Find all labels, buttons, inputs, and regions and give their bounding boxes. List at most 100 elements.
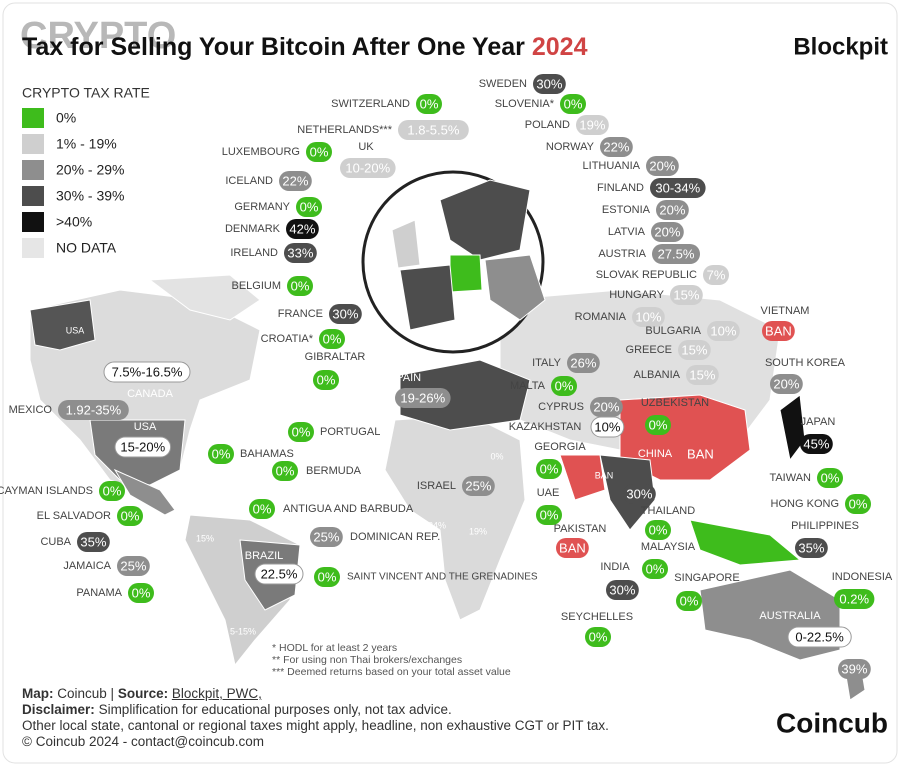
rate-label: 0% bbox=[646, 561, 665, 576]
country-name: CUBA bbox=[40, 536, 71, 548]
rate-label: BAN bbox=[559, 540, 586, 555]
rate-badge bbox=[652, 244, 700, 264]
rate-label: BAN bbox=[765, 323, 792, 338]
country-name: AUSTRIA bbox=[598, 248, 646, 260]
country-name: INDONESIA bbox=[832, 571, 893, 583]
footer: Map: Coincub | Source: Blockpit, PWC, Di… bbox=[22, 686, 609, 750]
rate-badge bbox=[650, 178, 706, 198]
rate-badge bbox=[684, 444, 717, 464]
rate-badge bbox=[314, 567, 340, 587]
country-name: KAZAKHSTAN bbox=[509, 421, 582, 433]
rate-badge bbox=[398, 120, 469, 140]
rate-label: 0% bbox=[649, 522, 668, 537]
rate-label: 10% bbox=[635, 309, 661, 324]
legend-label: 30% - 39% bbox=[56, 188, 124, 204]
map-label: 5-15% bbox=[230, 626, 256, 636]
map-label: 15% bbox=[196, 533, 214, 543]
rate-badge bbox=[676, 591, 702, 611]
map-label: 19% bbox=[469, 526, 487, 536]
rate-label: BAN bbox=[687, 446, 714, 461]
country-name: ICELAND bbox=[225, 175, 273, 187]
country-name: INDIA bbox=[600, 561, 630, 573]
country-name: CHINA bbox=[638, 448, 673, 460]
rate-badge bbox=[306, 142, 332, 162]
country-name: ROMANIA bbox=[575, 311, 627, 323]
rate-badge bbox=[606, 580, 639, 600]
rate-label: 10% bbox=[594, 419, 620, 434]
rate-label: 0% bbox=[323, 331, 342, 346]
footnote: *** Deemed returns based on your total a… bbox=[272, 666, 511, 678]
rate-label: 39% bbox=[841, 661, 867, 676]
country-name: DOMINICAN REP. bbox=[350, 531, 440, 543]
map-label: 24% bbox=[428, 520, 446, 530]
rate-badge bbox=[645, 415, 671, 435]
country-name: SOUTH KOREA bbox=[765, 357, 846, 369]
footer-line: © Coincub 2024 - contact@coincub.com bbox=[22, 734, 265, 749]
country-name: SAINT VINCENT AND THE GRENADINES bbox=[347, 572, 538, 583]
legend-label: 1% - 19% bbox=[56, 136, 117, 152]
rate-label: 20% bbox=[654, 224, 680, 239]
footnote: * HODL for at least 2 years bbox=[272, 642, 397, 654]
rate-badge bbox=[533, 74, 566, 94]
rate-badge bbox=[762, 321, 795, 341]
country-name: SINGAPORE bbox=[674, 572, 739, 584]
rate-label: 0% bbox=[540, 507, 559, 522]
country-name: SWITZERLAND bbox=[331, 98, 410, 110]
legend-title: CRYPTO TAX RATE bbox=[22, 85, 150, 101]
country-name: JAPAN bbox=[801, 416, 836, 428]
country-name: HUNGARY bbox=[609, 289, 664, 301]
rate-label: 0% bbox=[212, 446, 231, 461]
country-name: BRAZIL bbox=[245, 550, 284, 562]
rate-label: 42% bbox=[289, 221, 315, 236]
map-label: USA bbox=[66, 325, 85, 335]
rate-badge bbox=[208, 444, 234, 464]
rate-label: 0% bbox=[821, 470, 840, 485]
label: Disclaimer: bbox=[22, 702, 95, 717]
country-name: PHILIPPINES bbox=[791, 520, 859, 532]
label: Map: bbox=[22, 686, 54, 701]
rate-label: 0% bbox=[540, 461, 559, 476]
text: Coincub bbox=[57, 686, 107, 701]
label: Source: bbox=[117, 686, 169, 701]
link[interactable]: Blockpit, PWC, bbox=[171, 686, 262, 701]
legend-swatch bbox=[22, 186, 44, 206]
rate-badge bbox=[536, 505, 562, 525]
country-name: PANAMA bbox=[76, 587, 122, 599]
rate-badge bbox=[623, 484, 656, 504]
legend-swatch bbox=[22, 212, 44, 232]
rate-badge bbox=[600, 137, 633, 157]
rate-label: 0% bbox=[253, 501, 272, 516]
country-name: CROATIA* bbox=[261, 333, 314, 345]
rate-label: 0% bbox=[276, 463, 295, 478]
rate-label: 0% bbox=[318, 569, 337, 584]
legend: 0% 1% - 19% 20% - 29% 30% - 39% >40% NO DATA bbox=[22, 108, 124, 258]
rate-label: 30% bbox=[332, 306, 358, 321]
country-name: UAE bbox=[537, 487, 560, 499]
rate-badge bbox=[114, 436, 172, 458]
legend-label: NO DATA bbox=[56, 240, 117, 256]
country-name: HONG KONG bbox=[771, 498, 839, 510]
country-name: BAHAMAS bbox=[240, 448, 294, 460]
country-name: USA bbox=[134, 421, 157, 433]
text: Simplification for educational purposes … bbox=[98, 702, 452, 717]
rate-label: 15% bbox=[673, 287, 699, 302]
rate-label: 20% bbox=[593, 399, 619, 414]
rate-badge bbox=[128, 583, 154, 603]
rate-badge bbox=[670, 285, 703, 305]
country-name: SPAIN bbox=[389, 372, 421, 384]
legend-swatch bbox=[22, 160, 44, 180]
rate-badge bbox=[310, 527, 343, 547]
country-name: MEXICO bbox=[9, 404, 53, 416]
rate-badge bbox=[632, 307, 665, 327]
rate-label: 35% bbox=[80, 534, 106, 549]
rate-badge bbox=[286, 219, 319, 239]
country-name: MALAYSIA bbox=[641, 541, 696, 553]
rate-label: 30-34% bbox=[655, 180, 700, 195]
rate-badge bbox=[651, 222, 684, 242]
country-name: SEYCHELLES bbox=[561, 611, 633, 623]
europe-inset bbox=[391, 179, 546, 331]
rate-badge bbox=[707, 321, 740, 341]
rate-label: 22.5% bbox=[261, 566, 298, 581]
